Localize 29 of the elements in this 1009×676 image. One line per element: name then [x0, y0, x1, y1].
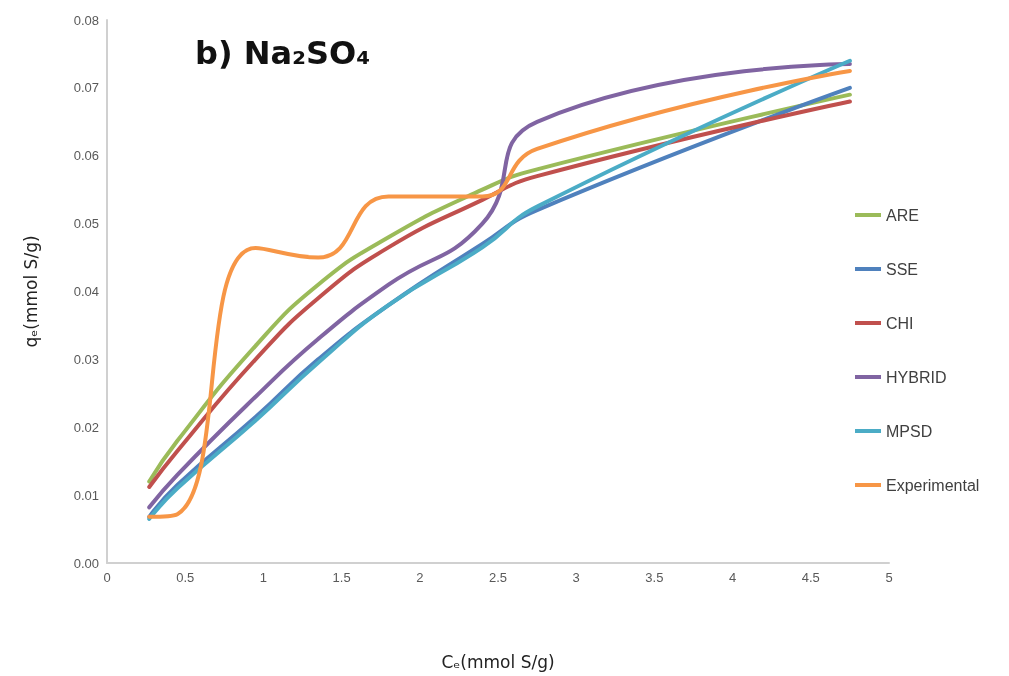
text: b) Na₂SO₄ [195, 34, 371, 72]
y-tick-label: 0.06 [73, 148, 99, 164]
x-tick-label: 3.5 [645, 570, 664, 585]
y-tick-label: 0.02 [73, 419, 99, 435]
x-tick-label: 2.5 [488, 570, 508, 585]
x-tick-label: 3 [572, 570, 580, 585]
x-tick-label: 0 [103, 570, 111, 585]
legend-label: MPSD [886, 422, 933, 440]
x-tick-label: 4.5 [801, 570, 820, 585]
x-tick-label: 1.5 [332, 570, 351, 585]
y-tick-label: 0.05 [73, 216, 99, 232]
y-tick-label: 0.08 [73, 12, 99, 28]
y-axis-title: qₑ(mmol S/g) [20, 235, 41, 348]
x-axis-title: Cₑ(mmol S/g) [441, 651, 555, 672]
y-tick-label: 0.00 [73, 555, 99, 571]
x-tick-label: 2 [416, 570, 424, 585]
x-tick-label: 1 [259, 570, 268, 585]
legend-label: ARE [886, 206, 919, 224]
legend-label: Experimental [886, 476, 980, 494]
x-tick-label: 5 [885, 570, 893, 585]
y-tick-label: 0.01 [73, 487, 99, 503]
y-tick-label: 0.07 [73, 80, 99, 96]
legend-label: HYBRID [886, 368, 947, 386]
x-tick-label: 0.5 [176, 570, 195, 585]
y-tick-label: 0.03 [73, 351, 99, 367]
legend-label: SSE [886, 260, 919, 278]
y-tick-label: 0.04 [73, 284, 99, 299]
x-tick-label: 4 [728, 570, 737, 585]
legend-label: CHI [886, 314, 914, 332]
